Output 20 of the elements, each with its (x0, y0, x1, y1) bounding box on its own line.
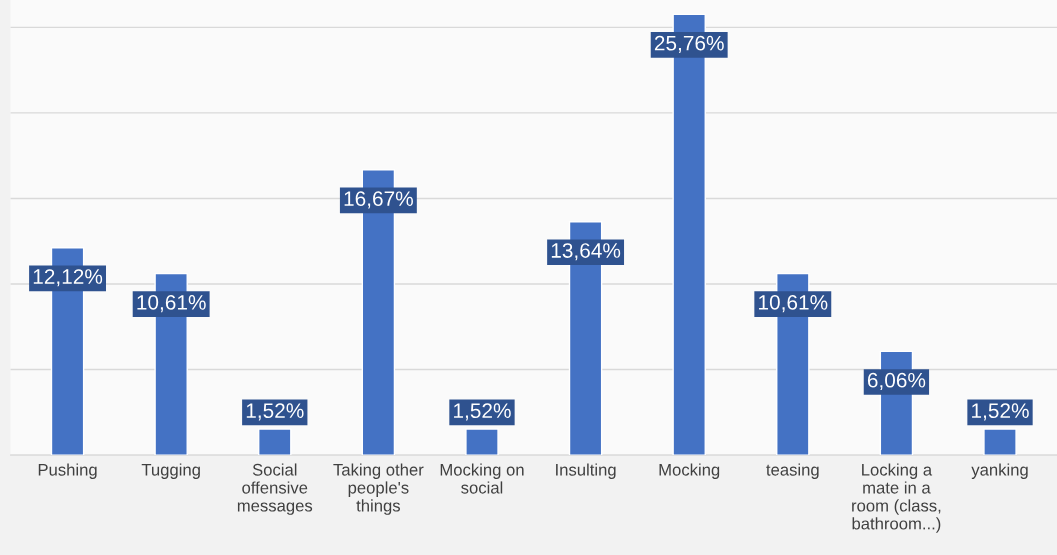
data-label: 6,06% (867, 372, 926, 391)
x-tick-label: Pushing (38, 463, 97, 479)
data-label: 16,67% (344, 191, 413, 209)
data-label: 1,52% (246, 403, 304, 421)
data-label: 10,61% (137, 294, 206, 313)
data-label: 10,61% (759, 294, 828, 313)
data-label: 1,52% (972, 403, 1029, 421)
x-tick-label: Tugging (141, 463, 200, 479)
x-tick-label: teasing (766, 463, 819, 479)
data-label: 1,52% (454, 403, 511, 421)
x-tick-label: Mocking (659, 463, 720, 479)
data-label: 13,64% (551, 243, 621, 261)
x-tick-label: Mocking on social (440, 463, 524, 494)
data-label: 25,76% (654, 35, 724, 53)
x-tick-label: Social offensive messages (237, 463, 313, 515)
x-tick-label: yanking (971, 463, 1028, 479)
data-label: 12,12% (33, 269, 103, 287)
x-tick-label: Locking a mate in a room (class, bathroom...) (852, 463, 941, 533)
x-tick-label: Taking other people's things (333, 463, 424, 515)
x-tick-label: Insulting (556, 463, 616, 479)
